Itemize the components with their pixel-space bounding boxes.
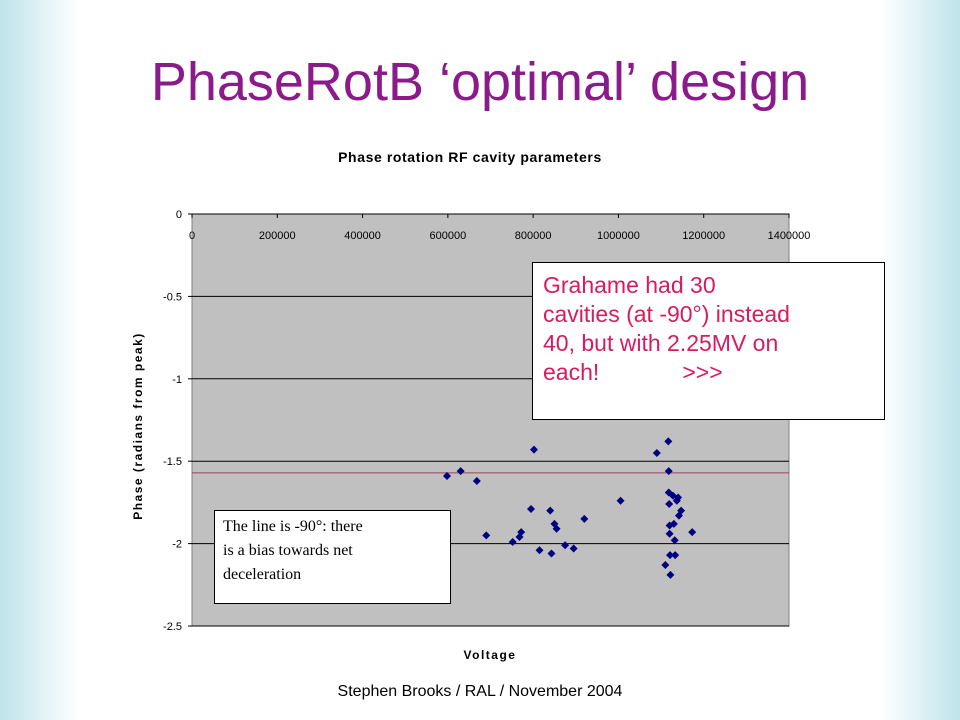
- data-point: [688, 528, 697, 537]
- data-point: [665, 529, 674, 538]
- data-point: [665, 500, 674, 509]
- y-tick-label: -1.5: [163, 456, 182, 468]
- x-tick-label: 0: [189, 230, 195, 242]
- note-line: deceleration: [223, 566, 302, 583]
- data-point: [666, 551, 675, 560]
- callout-line: 40, but with 2.25MV on: [543, 330, 779, 356]
- x-tick-label: 200000: [259, 230, 296, 242]
- data-point: [529, 445, 538, 454]
- data-point: [677, 506, 686, 515]
- chart-title: Phase rotation RF cavity parameters: [338, 149, 602, 165]
- bias-note-callout: The line is -90°: there is a bias toward…: [214, 510, 451, 604]
- data-point: [664, 437, 673, 446]
- x-axis-ticks: 0 200000 400000 600000 800000 1000000 1200000 1…: [189, 213, 811, 242]
- x-tick-label: 800000: [515, 230, 552, 242]
- y-tick-label: -2: [172, 539, 182, 551]
- data-point: [535, 546, 544, 555]
- data-point: [527, 504, 536, 513]
- y-axis-ticks: 0 -0.5 -1 -1.5 -2 -2.5: [163, 209, 192, 633]
- data-point: [552, 524, 561, 533]
- data-point: [546, 506, 555, 515]
- data-point: [670, 536, 679, 545]
- y-tick-label: -1: [172, 374, 182, 386]
- data-point: [472, 476, 481, 485]
- data-point: [666, 570, 675, 579]
- data-point: [664, 467, 673, 476]
- x-tick-label: 1200000: [682, 230, 725, 242]
- callout-line: each! >>>: [543, 359, 723, 385]
- y-axis-label: Phase (radians from peak): [131, 332, 145, 520]
- data-point: [674, 511, 683, 520]
- slide-title: PhaseRotB ‘optimal’ design: [150, 52, 810, 112]
- y-tick-label: -0.5: [163, 291, 182, 303]
- data-point: [508, 537, 517, 546]
- note-line: The line is -90°: there: [223, 518, 363, 535]
- y-tick-label: -2.5: [163, 621, 182, 633]
- data-point: [669, 519, 678, 528]
- data-points: [443, 437, 697, 579]
- data-point: [674, 493, 683, 502]
- data-point: [569, 544, 578, 553]
- callout-line: Grahame had 30: [543, 272, 716, 298]
- data-point: [661, 561, 670, 570]
- x-tick-label: 400000: [344, 230, 381, 242]
- grahame-callout: Grahame had 30 cavities (at -90°) instea…: [532, 262, 885, 420]
- data-point: [561, 541, 570, 550]
- data-point: [652, 448, 661, 457]
- note-line: is a bias towards net: [223, 542, 353, 559]
- slide-footer: Stephen Brooks / RAL / November 2004: [337, 683, 623, 700]
- x-axis-label: Voltage: [464, 648, 517, 662]
- x-tick-label: 1400000: [768, 230, 811, 242]
- data-point: [671, 551, 680, 560]
- data-point: [443, 472, 452, 481]
- data-point: [456, 467, 465, 476]
- data-point: [517, 528, 526, 537]
- callout-line: cavities (at -90°) instead: [543, 301, 790, 327]
- data-point: [482, 531, 491, 540]
- x-tick-label: 600000: [429, 230, 466, 242]
- x-tick-label: 1000000: [597, 230, 640, 242]
- data-point: [580, 514, 589, 523]
- data-point: [547, 549, 556, 558]
- data-point: [616, 496, 625, 505]
- y-tick-label: 0: [176, 209, 182, 221]
